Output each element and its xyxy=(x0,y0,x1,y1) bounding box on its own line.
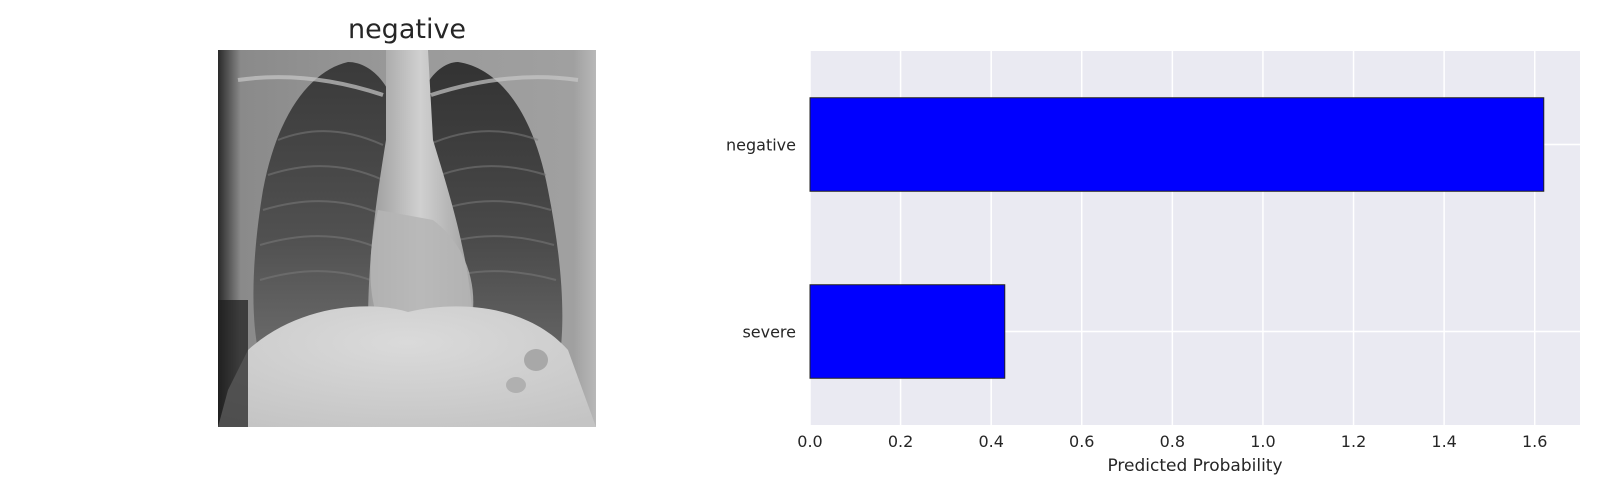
x-tick-label: 1.6 xyxy=(1522,432,1547,451)
x-tick-label: 0.0 xyxy=(797,432,822,451)
bars xyxy=(809,97,1545,379)
x-tick-label: 0.2 xyxy=(888,432,913,451)
x-tick-label: 0.8 xyxy=(1160,432,1185,451)
y-tick-labels: negative severe xyxy=(726,136,796,342)
bar-negative xyxy=(809,97,1545,192)
image-title: negative xyxy=(347,14,467,45)
x-tick-label: 1.4 xyxy=(1431,432,1456,451)
x-tick-label: 1.2 xyxy=(1341,432,1366,451)
y-tick-label: severe xyxy=(742,323,796,342)
chest-xray-image xyxy=(218,50,596,427)
bar-severe xyxy=(809,284,1006,379)
y-tick-label: negative xyxy=(726,136,796,155)
x-tick-labels: 0.0 0.2 0.4 0.6 0.8 1.0 1.2 1.4 1.6 xyxy=(797,432,1547,451)
x-tick-label: 0.4 xyxy=(978,432,1003,451)
x-tick-label: 0.6 xyxy=(1069,432,1094,451)
x-tick-label: 1.0 xyxy=(1250,432,1275,451)
x-axis-label: Predicted Probability xyxy=(1107,456,1282,476)
